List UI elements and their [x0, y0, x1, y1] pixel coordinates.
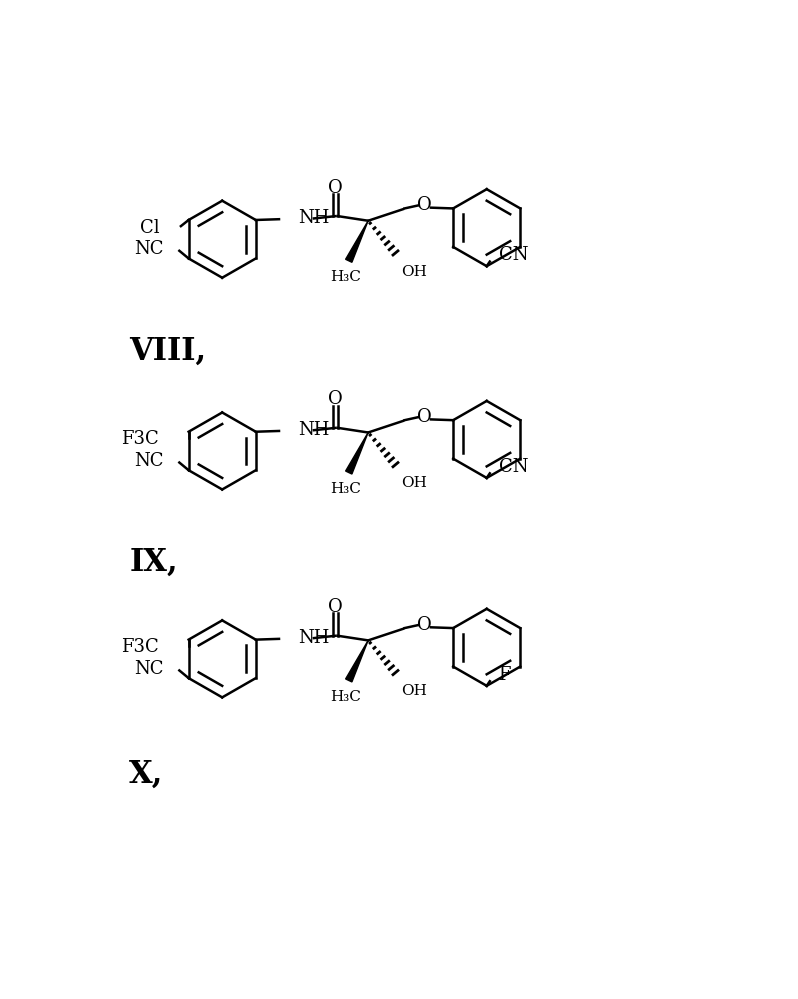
Text: O: O	[417, 616, 432, 634]
Text: X,: X,	[129, 759, 164, 790]
Text: NC: NC	[134, 452, 164, 470]
Text: CN: CN	[499, 247, 528, 265]
Text: OH: OH	[401, 684, 427, 698]
Text: NH: NH	[298, 210, 330, 228]
Polygon shape	[346, 221, 368, 263]
Text: OH: OH	[401, 265, 427, 279]
Text: H₃C: H₃C	[330, 689, 361, 703]
Text: O: O	[328, 179, 343, 197]
Text: NH: NH	[298, 422, 330, 440]
Text: O: O	[328, 598, 343, 616]
Text: F: F	[498, 666, 510, 684]
Text: NC: NC	[134, 240, 164, 258]
Text: Cl: Cl	[140, 219, 159, 237]
Text: NH: NH	[298, 629, 330, 647]
Text: O: O	[417, 197, 432, 215]
Text: VIII,: VIII,	[129, 336, 207, 367]
Text: H₃C: H₃C	[330, 270, 361, 284]
Polygon shape	[346, 433, 368, 475]
Text: F3C: F3C	[121, 431, 159, 449]
Text: F3C: F3C	[121, 638, 159, 656]
Text: OH: OH	[401, 477, 427, 491]
Text: O: O	[328, 391, 343, 409]
Text: O: O	[417, 409, 432, 427]
Text: CN: CN	[499, 459, 528, 477]
Text: H₃C: H₃C	[330, 482, 361, 496]
Polygon shape	[346, 640, 368, 682]
Text: NC: NC	[134, 660, 164, 678]
Text: IX,: IX,	[129, 547, 178, 578]
